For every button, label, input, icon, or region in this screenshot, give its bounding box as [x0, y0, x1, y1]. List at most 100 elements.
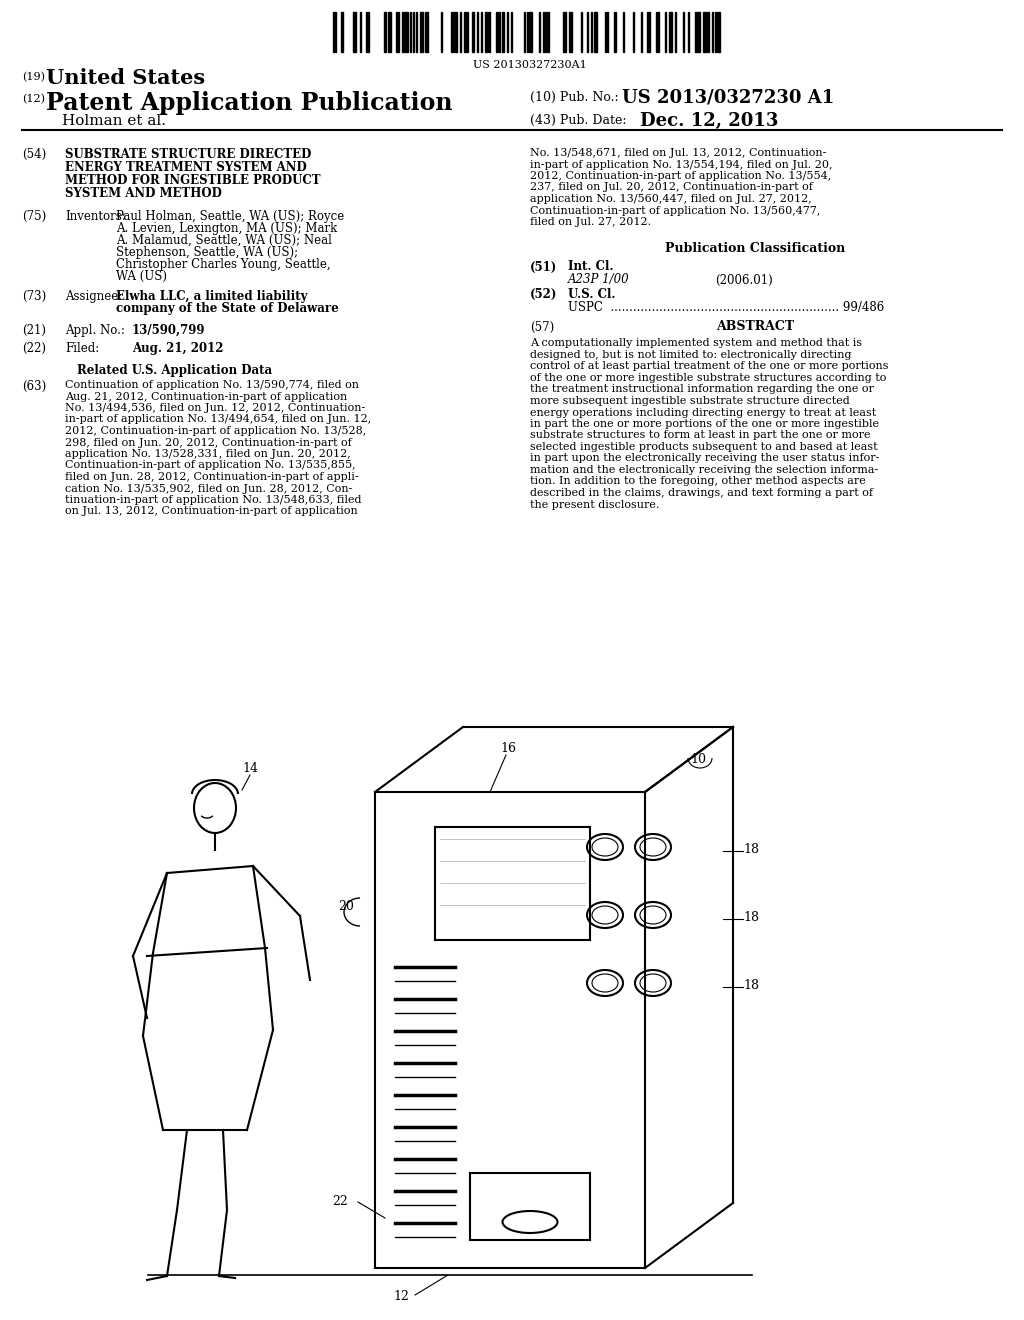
- Text: Paul Holman, Seattle, WA (US); Royce: Paul Holman, Seattle, WA (US); Royce: [116, 210, 344, 223]
- Text: Related U.S. Application Data: Related U.S. Application Data: [78, 364, 272, 378]
- Text: METHOD FOR INGESTIBLE PRODUCT: METHOD FOR INGESTIBLE PRODUCT: [65, 174, 321, 187]
- Bar: [496, 12, 498, 51]
- Text: 2012, Continuation-in-part of application No. 13/554,: 2012, Continuation-in-part of applicatio…: [530, 172, 831, 181]
- Text: ENERGY TREATMENT SYSTEM AND: ENERGY TREATMENT SYSTEM AND: [65, 161, 307, 174]
- Text: Continuation of application No. 13/590,774, filed on: Continuation of application No. 13/590,7…: [65, 380, 359, 389]
- Text: U.S. Cl.: U.S. Cl.: [568, 288, 615, 301]
- Bar: [420, 12, 423, 51]
- Text: ABSTRACT: ABSTRACT: [716, 321, 794, 334]
- Text: Holman et al.: Holman et al.: [62, 114, 166, 128]
- Bar: [425, 12, 428, 51]
- Bar: [384, 12, 386, 51]
- Text: (52): (52): [530, 288, 557, 301]
- Text: 18: 18: [743, 911, 759, 924]
- Bar: [707, 12, 709, 51]
- Text: 237, filed on Jul. 20, 2012, Continuation-in-part of: 237, filed on Jul. 20, 2012, Continuatio…: [530, 182, 813, 193]
- Text: designed to, but is not limited to: electronically directing: designed to, but is not limited to: elec…: [530, 350, 852, 360]
- Text: No. 13/494,536, filed on Jun. 12, 2012, Continuation-: No. 13/494,536, filed on Jun. 12, 2012, …: [65, 403, 366, 413]
- Text: Christopher Charles Young, Seattle,: Christopher Charles Young, Seattle,: [116, 257, 331, 271]
- Text: Stephenson, Seattle, WA (US);: Stephenson, Seattle, WA (US);: [116, 246, 298, 259]
- Text: 298, filed on Jun. 20, 2012, Continuation-in-part of: 298, filed on Jun. 20, 2012, Continuatio…: [65, 437, 352, 447]
- Text: A23P 1/00: A23P 1/00: [568, 273, 630, 286]
- Bar: [341, 12, 343, 51]
- Bar: [488, 12, 490, 51]
- Text: US 20130327230A1: US 20130327230A1: [473, 59, 587, 70]
- Text: SUBSTRATE STRUCTURE DIRECTED: SUBSTRATE STRUCTURE DIRECTED: [65, 148, 311, 161]
- Text: USPC  ............................................................. 99/486: USPC ...................................…: [568, 301, 885, 314]
- Text: (19): (19): [22, 73, 45, 82]
- Text: Aug. 21, 2012, Continuation-in-part of application: Aug. 21, 2012, Continuation-in-part of a…: [65, 392, 347, 401]
- Bar: [451, 12, 453, 51]
- Bar: [464, 12, 466, 51]
- Text: filed on Jul. 27, 2012.: filed on Jul. 27, 2012.: [530, 216, 651, 227]
- Text: the treatment instructional information regarding the one or: the treatment instructional information …: [530, 384, 873, 395]
- Text: (2006.01): (2006.01): [715, 273, 773, 286]
- Text: filed on Jun. 28, 2012, Continuation-in-part of appli-: filed on Jun. 28, 2012, Continuation-in-…: [65, 473, 358, 482]
- Text: WA (US): WA (US): [116, 271, 167, 282]
- Text: of the one or more ingestible substrate structures according to: of the one or more ingestible substrate …: [530, 374, 887, 383]
- Text: 16: 16: [500, 742, 516, 755]
- Text: 10: 10: [690, 752, 706, 766]
- Text: (22): (22): [22, 342, 46, 355]
- Text: Filed:: Filed:: [65, 342, 99, 355]
- Text: in-part of application No. 13/554,194, filed on Jul. 20,: in-part of application No. 13/554,194, f…: [530, 160, 833, 169]
- Text: application No. 13/560,447, filed on Jul. 27, 2012,: application No. 13/560,447, filed on Jul…: [530, 194, 812, 205]
- Text: Continuation-in-part of application No. 13/535,855,: Continuation-in-part of application No. …: [65, 461, 355, 470]
- Text: 2012, Continuation-in-part of application No. 13/528,: 2012, Continuation-in-part of applicatio…: [65, 426, 367, 436]
- Text: Elwha LLC, a limited liability: Elwha LLC, a limited liability: [116, 290, 307, 304]
- Bar: [656, 12, 659, 51]
- Text: energy operations including directing energy to treat at least: energy operations including directing en…: [530, 408, 877, 417]
- Bar: [569, 12, 572, 51]
- Text: (54): (54): [22, 148, 46, 161]
- Bar: [353, 12, 356, 51]
- Text: 13/590,799: 13/590,799: [132, 323, 206, 337]
- Text: (57): (57): [530, 321, 554, 334]
- Text: United States: United States: [46, 69, 205, 88]
- Text: Continuation-in-part of application No. 13/560,477,: Continuation-in-part of application No. …: [530, 206, 820, 215]
- Bar: [647, 12, 650, 51]
- Text: Inventors:: Inventors:: [65, 210, 126, 223]
- Text: substrate structures to form at least in part the one or more: substrate structures to form at least in…: [530, 430, 870, 441]
- Text: selected ingestible products subsequent to and based at least: selected ingestible products subsequent …: [530, 442, 878, 451]
- Text: Publication Classification: Publication Classification: [665, 243, 845, 256]
- Bar: [333, 12, 336, 51]
- Text: (12): (12): [22, 94, 45, 104]
- Text: Int. Cl.: Int. Cl.: [568, 260, 613, 273]
- Bar: [697, 12, 700, 51]
- Text: No. 13/548,671, filed on Jul. 13, 2012, Continuation-: No. 13/548,671, filed on Jul. 13, 2012, …: [530, 148, 826, 158]
- Text: (21): (21): [22, 323, 46, 337]
- Bar: [402, 12, 406, 51]
- Bar: [529, 12, 532, 51]
- Text: A. Levien, Lexington, MA (US); Mark: A. Levien, Lexington, MA (US); Mark: [116, 222, 337, 235]
- Text: 18: 18: [743, 979, 759, 993]
- Text: 20: 20: [338, 900, 354, 913]
- Text: (10) Pub. No.:: (10) Pub. No.:: [530, 91, 618, 104]
- Bar: [614, 12, 616, 51]
- Text: (63): (63): [22, 380, 46, 393]
- Text: 12: 12: [393, 1290, 409, 1303]
- Text: in part upon the electronically receiving the user status infor-: in part upon the electronically receivin…: [530, 454, 880, 463]
- Text: 18: 18: [743, 843, 759, 855]
- Text: cation No. 13/535,902, filed on Jun. 28, 2012, Con-: cation No. 13/535,902, filed on Jun. 28,…: [65, 483, 352, 494]
- Text: (73): (73): [22, 290, 46, 304]
- Text: mation and the electronically receiving the selection informa-: mation and the electronically receiving …: [530, 465, 879, 475]
- Text: application No. 13/528,331, filed on Jun. 20, 2012,: application No. 13/528,331, filed on Jun…: [65, 449, 351, 459]
- Text: Appl. No.:: Appl. No.:: [65, 323, 125, 337]
- Bar: [388, 12, 391, 51]
- Text: Dec. 12, 2013: Dec. 12, 2013: [640, 112, 778, 129]
- Text: the present disclosure.: the present disclosure.: [530, 499, 659, 510]
- Text: tinuation-in-part of application No. 13/548,633, filed: tinuation-in-part of application No. 13/…: [65, 495, 361, 506]
- Text: in part the one or more portions of the one or more ingestible: in part the one or more portions of the …: [530, 418, 879, 429]
- Text: A computationally implemented system and method that is: A computationally implemented system and…: [530, 338, 862, 348]
- Text: (75): (75): [22, 210, 46, 223]
- Text: 14: 14: [242, 762, 258, 775]
- Text: described in the claims, drawings, and text forming a part of: described in the claims, drawings, and t…: [530, 488, 873, 498]
- Text: Patent Application Publication: Patent Application Publication: [46, 91, 453, 115]
- Text: (51): (51): [530, 260, 557, 273]
- Bar: [502, 12, 504, 51]
- Text: in-part of application No. 13/494,654, filed on Jun. 12,: in-part of application No. 13/494,654, f…: [65, 414, 372, 425]
- Text: Assignee:: Assignee:: [65, 290, 122, 304]
- Bar: [396, 12, 399, 51]
- Bar: [717, 12, 720, 51]
- Text: control of at least partial treatment of the one or more portions: control of at least partial treatment of…: [530, 362, 889, 371]
